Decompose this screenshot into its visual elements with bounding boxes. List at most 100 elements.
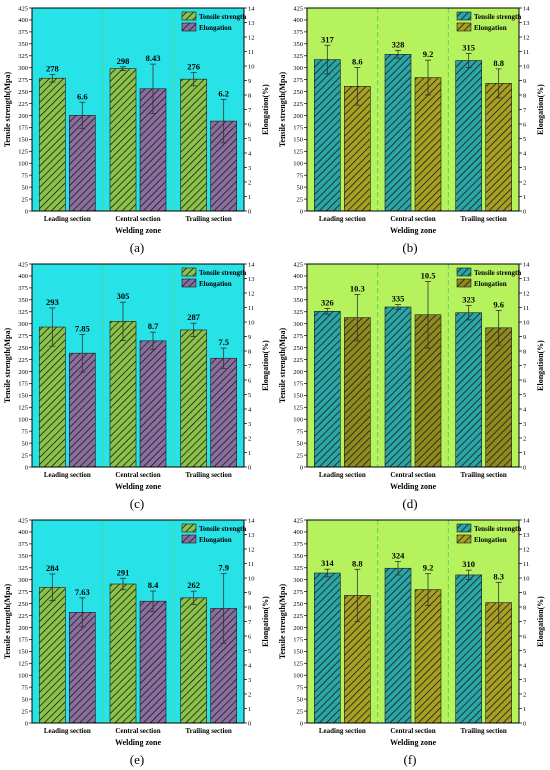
y-tick-label: 175: [293, 381, 303, 388]
bar: [344, 86, 371, 212]
data-label: 7.9: [218, 563, 229, 573]
data-label: 305: [117, 291, 130, 301]
y2-tick-label: 5: [248, 392, 251, 399]
y-axis-title: Tensile strength(Mpa): [278, 584, 287, 660]
x-axis-title: Welding zone: [390, 738, 436, 747]
data-label: 9.6: [493, 299, 504, 309]
y-tick-label: 75: [297, 428, 304, 435]
y-tick-label: 325: [293, 565, 303, 572]
y2-tick-label: 0: [248, 720, 251, 727]
y2-tick-label: 12: [523, 34, 530, 41]
data-label: 284: [46, 563, 60, 573]
data-label: 8.3: [493, 571, 504, 581]
legend-label: Elongation: [474, 536, 507, 544]
bar: [39, 587, 66, 724]
x-category-label: Leading section: [44, 727, 91, 735]
y-tick-label: 325: [293, 53, 303, 60]
x-axis-title: Welding zone: [390, 482, 436, 491]
legend-swatch: [181, 22, 197, 32]
y-tick-label: 150: [18, 649, 28, 656]
y-tick-label: 400: [293, 529, 303, 536]
y2-tick-label: 1: [523, 194, 526, 201]
y-tick-label: 225: [18, 357, 28, 364]
plot-frame: [31, 7, 245, 212]
plot-background: [32, 520, 244, 723]
y-tick-label: 250: [293, 89, 303, 96]
plot-frame: [31, 519, 245, 724]
y-tick-label: 25: [22, 452, 29, 459]
bar: [314, 310, 341, 468]
y2-tick-label: 1: [248, 450, 251, 457]
y-axis-title: Tensile strength(Mpa): [3, 584, 12, 660]
bar: [384, 306, 412, 468]
x-category-label: Trailing section: [185, 471, 231, 479]
y2-tick-label: 14: [523, 261, 530, 268]
y2-tick-label: 3: [248, 421, 251, 428]
data-label: 262: [187, 580, 200, 590]
bar: [180, 597, 207, 724]
bar: [384, 54, 412, 212]
y2-tick-label: 6: [248, 377, 252, 384]
y2-tick-label: 0: [523, 464, 526, 471]
y2-tick-label: 0: [248, 464, 251, 471]
y-tick-label: 225: [293, 613, 303, 620]
y2-tick-label: 6: [523, 377, 527, 384]
y-tick-label: 300: [18, 321, 28, 328]
plot-frame: [306, 7, 520, 212]
y2-tick-label: 2: [248, 691, 251, 698]
x-category-label: Central section: [390, 215, 435, 223]
y-tick-label: 300: [18, 577, 28, 584]
y-tick-label: 125: [18, 149, 28, 156]
y2-tick-label: 8: [248, 92, 251, 99]
y-tick-label: 175: [18, 637, 28, 644]
x-category-label: Central section: [115, 727, 160, 735]
y-tick-label: 300: [293, 577, 303, 584]
y-tick-label: 175: [293, 637, 303, 644]
y2-tick-label: 14: [523, 5, 530, 12]
y2-tick-label: 9: [523, 334, 526, 341]
data-label: 276: [187, 61, 200, 71]
y-tick-label: 350: [18, 553, 28, 560]
y2-tick-label: 8: [248, 604, 251, 611]
data-label: 6.2: [218, 88, 229, 98]
y-tick-label: 0: [25, 720, 28, 727]
y-tick-label: 275: [18, 589, 28, 596]
bar: [109, 583, 137, 724]
y-tick-label: 200: [293, 113, 303, 120]
y2-tick-label: 5: [248, 136, 251, 143]
plot-frame: [31, 263, 245, 468]
panel-caption-c: (c): [129, 496, 145, 511]
y-tick-label: 425: [18, 261, 28, 268]
legend-label: Elongation: [199, 24, 232, 32]
y2-tick-label: 12: [248, 290, 255, 297]
y-tick-label: 0: [25, 208, 28, 215]
y-tick-label: 125: [293, 405, 303, 412]
y2-tick-label: 0: [248, 208, 251, 215]
x-category-label: Central section: [390, 471, 435, 479]
y-tick-label: 50: [22, 696, 29, 703]
bar: [455, 60, 482, 212]
plot-background: [307, 264, 519, 467]
y-tick-label: 0: [300, 208, 303, 215]
y-tick-label: 125: [18, 405, 28, 412]
y-tick-label: 350: [18, 297, 28, 304]
legend-swatch: [456, 267, 472, 277]
y2-axis-title: Elongation(%): [536, 84, 545, 135]
chart-panel-b: 0255075100125150175200225250275300325350…: [278, 5, 545, 235]
x-axis-title: Welding zone: [115, 738, 161, 747]
y2-tick-label: 4: [248, 406, 252, 413]
bar: [210, 357, 237, 468]
y-tick-label: 175: [18, 381, 28, 388]
y2-tick-label: 13: [248, 276, 255, 283]
y-tick-label: 375: [18, 29, 28, 36]
y-tick-label: 375: [293, 541, 303, 548]
bar: [109, 68, 137, 212]
y-tick-label: 200: [18, 369, 28, 376]
y-tick-label: 425: [293, 261, 303, 268]
x-category-label: Leading section: [319, 215, 366, 223]
y-tick-label: 50: [297, 184, 304, 191]
y-tick-label: 25: [22, 196, 29, 203]
y2-tick-label: 8: [523, 92, 526, 99]
y-tick-label: 25: [297, 196, 304, 203]
y2-tick-label: 5: [248, 648, 251, 655]
